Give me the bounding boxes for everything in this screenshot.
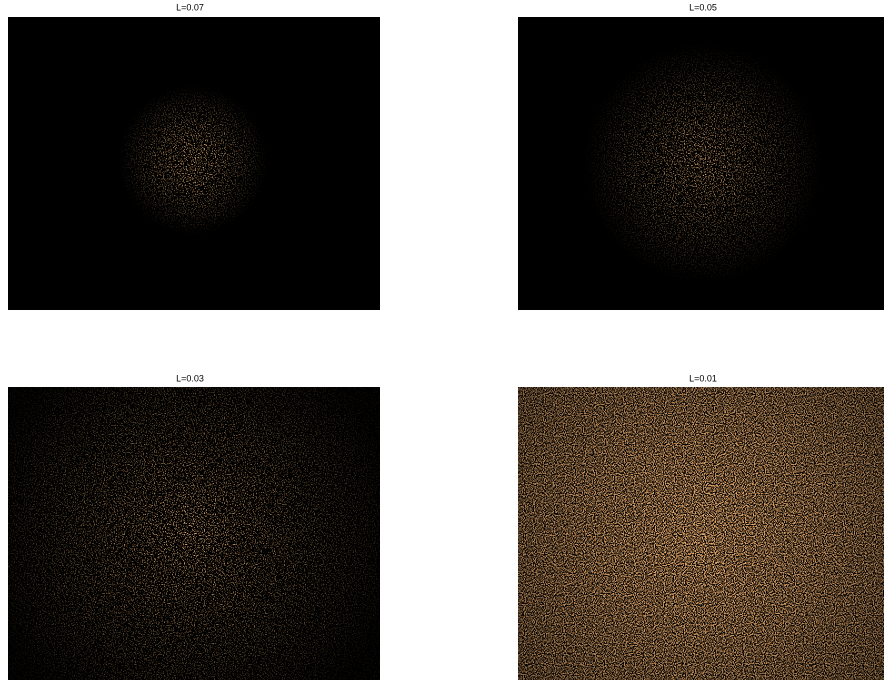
panel: L=0.03 (8, 373, 380, 680)
panel: L=0.01 (518, 373, 884, 680)
point-cloud (518, 387, 884, 680)
point-cloud (8, 387, 380, 680)
panel-title: L=0.01 (689, 373, 717, 383)
panel-title: L=0.07 (176, 2, 204, 12)
panel-title: L=0.03 (176, 373, 204, 383)
panel: L=0.05 (518, 2, 884, 310)
figure: L=0.07 L=0.05 L=0.03 L=0.01 (0, 0, 884, 686)
panel: L=0.07 (8, 2, 380, 310)
point-cloud (8, 17, 380, 310)
panel-title: L=0.05 (689, 2, 717, 12)
point-cloud (518, 17, 884, 310)
